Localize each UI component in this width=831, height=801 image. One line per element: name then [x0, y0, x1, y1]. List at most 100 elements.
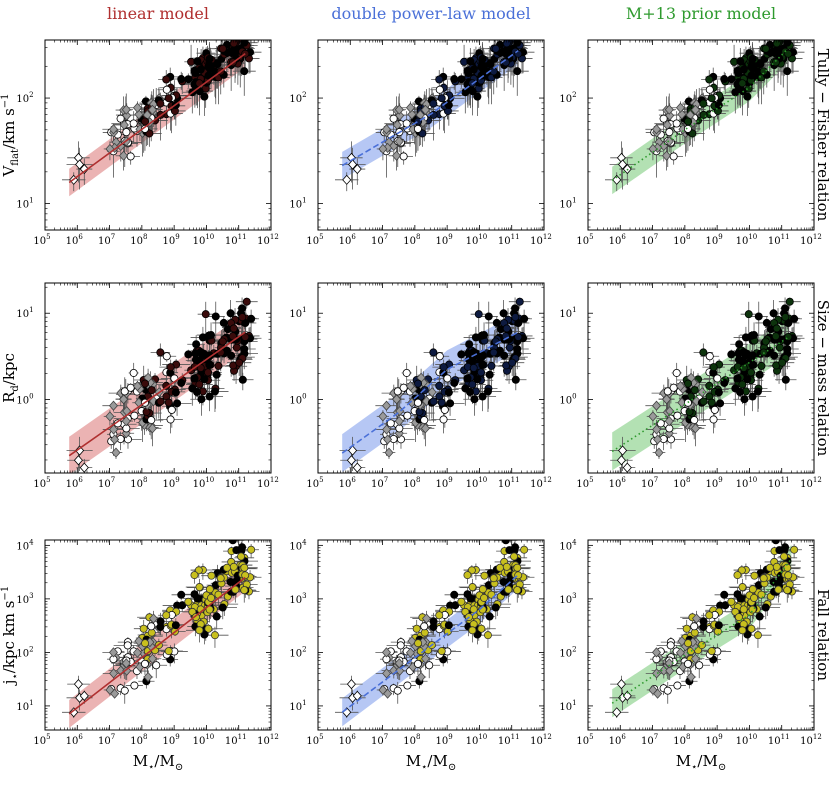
marker-diamond — [405, 647, 415, 658]
marker-circle — [389, 114, 398, 123]
panel-r3-c3: 105 106 107 108 109 1010 1011 1012 101 102 103 104 M… — [559, 538, 821, 773]
marker-circle — [485, 612, 494, 621]
marker-circle — [683, 124, 692, 133]
marker-circle — [166, 363, 175, 372]
marker-circle — [669, 383, 678, 392]
marker-circle — [219, 318, 228, 327]
marker-circle — [513, 67, 522, 76]
y-tick-label: 104 — [559, 538, 577, 552]
x-tick-label: 1010 — [193, 733, 215, 747]
marker-diamond — [121, 658, 131, 669]
marker-circle — [747, 368, 756, 377]
marker-circle — [714, 101, 723, 110]
marker-circle — [239, 11, 246, 18]
y-tick-label: 101 — [289, 699, 306, 713]
marker-circle — [783, 344, 792, 353]
marker-circle — [739, 605, 748, 614]
x-tick-label: 1012 — [530, 733, 552, 747]
x-tick-label: 108 — [403, 733, 420, 747]
marker-diamond — [381, 124, 392, 135]
marker-circle — [683, 659, 692, 668]
fit-line — [68, 53, 246, 184]
marker-circle — [744, 310, 753, 319]
x-tick-label: 108 — [673, 733, 690, 747]
marker-circle — [162, 352, 171, 361]
marker-diamond — [420, 423, 430, 434]
marker-circle — [707, 94, 716, 103]
marker-circle — [164, 94, 173, 103]
marker-circle — [480, 331, 489, 340]
marker-diamond — [109, 668, 119, 679]
marker-circle — [403, 681, 412, 690]
marker-circle — [232, 343, 241, 352]
marker-circle — [731, 384, 740, 393]
data-points — [604, 540, 805, 719]
marker-circle — [784, 571, 793, 580]
marker-diamond — [108, 647, 119, 658]
x-tick-label: 108 — [403, 233, 420, 247]
marker-circle — [393, 387, 402, 396]
marker-circle — [211, 312, 220, 321]
column-title-3: M+13 prior model — [626, 4, 776, 23]
marker-diamond — [416, 671, 426, 683]
marker-circle — [753, 387, 762, 396]
marker-circle — [241, 571, 250, 580]
y-axis-label: Vflat/km s−1 — [0, 93, 21, 177]
x-tick-label: 1010 — [193, 233, 215, 247]
marker-diamond — [384, 447, 394, 458]
fit-line — [611, 336, 789, 453]
marker-diamond — [648, 143, 658, 155]
y-tick-label: 102 — [16, 645, 33, 659]
marker-circle — [784, 332, 793, 341]
marker-circle — [502, 562, 511, 571]
marker-circle — [480, 62, 489, 71]
marker-circle — [164, 398, 173, 407]
marker-circle — [477, 624, 486, 633]
marker-circle — [473, 630, 482, 639]
marker-circle — [437, 94, 446, 103]
marker-circle — [791, 32, 798, 39]
marker-circle — [780, 552, 789, 561]
marker-circle — [513, 40, 522, 47]
marker-diamond — [391, 150, 402, 161]
marker-diamond — [394, 658, 404, 669]
marker-circle — [769, 309, 778, 318]
marker-circle — [707, 398, 716, 407]
marker-circle — [463, 590, 472, 599]
marker-circle — [229, 324, 238, 333]
marker-circle — [716, 399, 725, 408]
marker-circle — [147, 416, 156, 425]
marker-diamond — [147, 423, 157, 434]
marker-circle — [184, 597, 193, 606]
y-tick-label: 104 — [289, 538, 307, 552]
marker-circle — [513, 586, 522, 595]
marker-circle — [139, 624, 148, 633]
marker-circle — [212, 370, 221, 379]
marker-diamond — [690, 423, 700, 434]
marker-circle — [457, 75, 466, 84]
marker-circle — [487, 361, 496, 370]
marker-circle — [173, 399, 182, 408]
x-tick-label: 108 — [403, 476, 420, 490]
marker-diamond — [421, 396, 432, 407]
x-tick-label: 1010 — [736, 476, 758, 490]
marker-circle — [429, 99, 438, 108]
y-tick-label: 101 — [289, 306, 306, 320]
x-tick-label: 107 — [641, 476, 658, 490]
marker-circle — [755, 612, 764, 621]
marker-circle — [393, 686, 402, 695]
x-tick-label: 108 — [673, 476, 690, 490]
marker-circle — [205, 54, 214, 63]
marker-circle — [414, 117, 423, 126]
axes-frame — [317, 539, 545, 731]
x-tick-label: 107 — [371, 233, 388, 247]
fit-line — [68, 576, 246, 715]
marker-diamond — [665, 110, 675, 121]
marker-circle — [755, 370, 764, 379]
marker-circle — [785, 23, 792, 30]
marker-circle — [731, 88, 740, 97]
marker-circle — [672, 368, 681, 377]
marker-circle — [477, 368, 486, 377]
marker-circle — [510, 552, 519, 561]
marker-circle — [420, 416, 429, 425]
